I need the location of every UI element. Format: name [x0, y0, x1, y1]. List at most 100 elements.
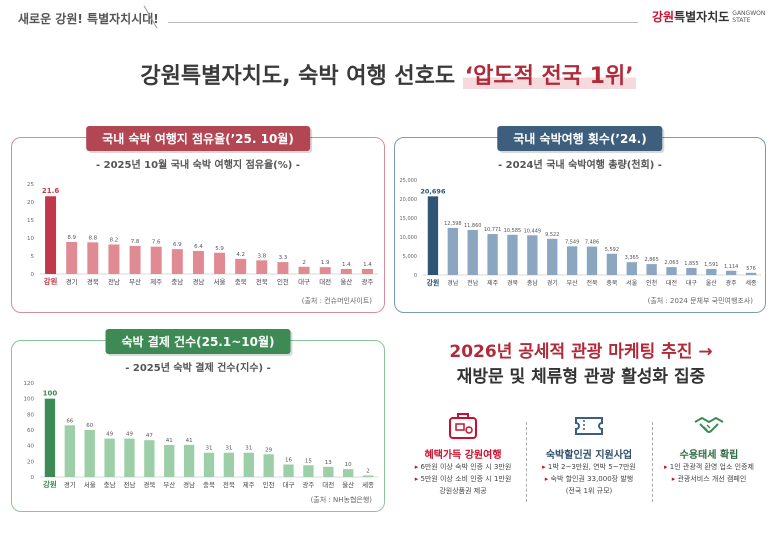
chart-bar — [447, 227, 458, 275]
y-tick-label: 40 — [27, 444, 34, 450]
tagline: 새로운 강원! 특별자치시대! — [18, 12, 159, 26]
chart-bar — [323, 466, 334, 477]
feature-line: ▸ 숙박 할인권 33,000장 발행 — [544, 475, 634, 483]
chart-bar — [507, 234, 518, 275]
data-label: 31 — [206, 446, 213, 452]
x-tick-label: 서울 — [626, 279, 638, 287]
data-label: 7,486 — [585, 240, 599, 246]
x-tick-label: 충북 — [203, 480, 215, 489]
y-tick-label: 120 — [24, 381, 35, 387]
x-tick-label: 광주 — [361, 278, 373, 286]
chart-bar — [343, 469, 354, 477]
page-title-highlight: ‘압도적 전국 1위’ — [462, 64, 636, 89]
suitcase-icon — [449, 413, 477, 439]
chart-bar — [362, 475, 374, 477]
x-tick-label: 인천 — [263, 480, 275, 489]
data-label: 5,592 — [605, 247, 619, 253]
data-label: 8.2 — [110, 237, 119, 243]
x-tick-label: 강원 — [43, 479, 57, 489]
y-tick-label: 10 — [27, 236, 34, 242]
chart-bar — [547, 238, 558, 275]
data-label: 20,696 — [420, 187, 446, 195]
feature-line: ▸ 1박 2~3만원, 연박 5~7만원 — [542, 463, 636, 471]
x-tick-label: 경남 — [447, 279, 459, 287]
feature-line: ▸ 6만원 이상 숙박 인증 시 3만원 — [414, 463, 512, 471]
feature-title: 숙박할인권 지원사업 — [545, 450, 633, 461]
x-tick-label: 부산 — [129, 277, 141, 286]
page-title: 강원특별자치도, 숙박 여행 선호도 ‘압도적 전국 1위’ — [0, 58, 776, 90]
feature-line: ▸ 5만원 이상 소비 인증 시 1만원 — [414, 475, 512, 483]
x-tick-label: 세종 — [362, 480, 374, 489]
trips-chart-header: 국내 숙박여행 횟수(’24.) — [497, 126, 663, 151]
share-chart-subtitle: - 2025년 10월 국내 숙박 여행지 점유율(%) - — [96, 160, 300, 171]
chart-bar — [283, 464, 294, 477]
x-tick-label: 강원 — [44, 276, 58, 286]
x-tick-label: 경기 — [64, 480, 76, 489]
data-label: 15 — [305, 458, 312, 464]
feature-line: ▸ 1인 관광객 환영 업소 인증제 — [664, 463, 754, 471]
data-label: 2 — [302, 260, 306, 266]
chart-bar — [124, 438, 135, 477]
chart-bar — [298, 266, 310, 274]
data-label: 3.3 — [279, 255, 288, 261]
y-tick-label: 20 — [27, 200, 34, 206]
y-tick-label: 0 — [31, 272, 35, 278]
x-tick-label: 서울 — [84, 480, 96, 489]
x-tick-label: 충남 — [171, 277, 183, 286]
feature-hospitality: 수용태세 확립 ▸ 1인 관광객 환영 업소 인증제 ▸ 관광서비스 개선 캠페… — [650, 408, 768, 485]
x-tick-label: 제주 — [243, 481, 255, 489]
data-label: 8.9 — [67, 235, 76, 241]
top-rule — [168, 22, 638, 23]
data-label: 1,855 — [684, 261, 698, 267]
data-label: 31 — [225, 446, 232, 452]
feature-divider — [526, 422, 527, 502]
data-label: 12,398 — [444, 221, 462, 227]
chart-bar — [566, 246, 578, 275]
chart-bar — [84, 430, 95, 477]
x-tick-label: 전북 — [256, 277, 268, 286]
data-label: 2,865 — [644, 257, 658, 263]
chart-bar — [527, 235, 538, 275]
x-tick-label: 대전 — [666, 279, 677, 287]
chart-bar — [243, 452, 254, 477]
chart-bar — [45, 196, 57, 274]
data-label: 100 — [43, 390, 58, 398]
data-label: 10,771 — [484, 227, 502, 233]
chart-bar — [745, 272, 757, 275]
data-label: 47 — [146, 433, 153, 439]
x-tick-label: 전북 — [223, 480, 235, 489]
data-label: 11,860 — [464, 223, 482, 229]
data-label: 2,063 — [664, 260, 678, 266]
x-tick-label: 경북 — [87, 277, 99, 286]
y-tick-label: 15,000 — [400, 216, 418, 222]
x-tick-label: 부산 — [163, 480, 175, 489]
chart-bar — [150, 246, 162, 274]
data-label: 10 — [345, 462, 352, 468]
x-tick-label: 울산 — [340, 277, 352, 286]
data-label: 41 — [166, 438, 173, 444]
data-label: 10,449 — [524, 228, 542, 234]
share-chart-header: 국내 숙박 여행지 점유율(’25. 10월) — [86, 126, 310, 151]
data-label: 9,522 — [545, 232, 559, 238]
x-tick-label: 서울 — [214, 277, 226, 286]
feature-divider — [652, 422, 653, 502]
feature-title: 혜택가득 강원여행 — [424, 450, 502, 461]
y-tick-label: 60 — [27, 428, 34, 434]
x-tick-label: 인천 — [646, 279, 657, 287]
chart-bar — [171, 249, 183, 274]
chart-bar — [487, 234, 498, 275]
chart-bar — [144, 440, 155, 477]
feature-line: ▸ 관광서비스 개선 캠페인 — [671, 475, 747, 483]
data-label: 7.8 — [131, 239, 140, 245]
feature-travel-benefit: 혜택가득 강원여행 ▸ 6만원 이상 숙박 인증 시 3만원 ▸ 5만원 이상 … — [404, 408, 522, 497]
x-tick-label: 광주 — [726, 280, 738, 287]
x-tick-label: 강원 — [426, 278, 439, 287]
y-tick-label: 25 — [27, 182, 34, 188]
chart-bar — [586, 246, 598, 275]
y-tick-label: 0 — [31, 475, 35, 481]
data-label: 41 — [186, 438, 193, 444]
data-label: 6.4 — [194, 244, 203, 250]
chart-bar — [104, 438, 115, 477]
feature-line: (전국 1위 규모) — [565, 487, 613, 495]
x-tick-label: 대구 — [686, 279, 698, 287]
